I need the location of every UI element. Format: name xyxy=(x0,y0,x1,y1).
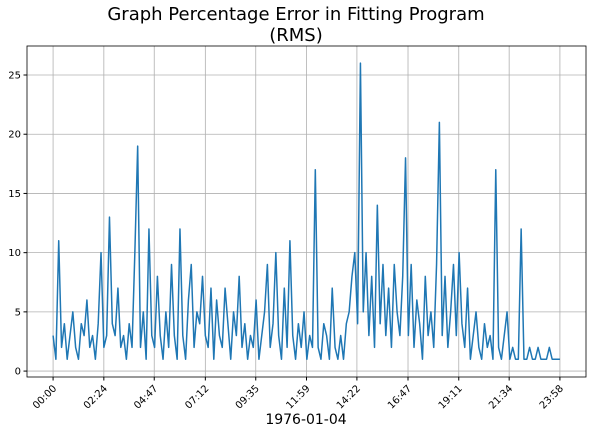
y-tick-label: 10 xyxy=(8,248,21,259)
x-tick-label: 14:22 xyxy=(335,383,363,411)
x-axis-label: 1976-01-04 xyxy=(265,412,346,428)
x-tick-label: 02:24 xyxy=(82,383,110,411)
x-tick-label: 00:00 xyxy=(31,383,59,411)
y-tick-label: 25 xyxy=(8,71,21,82)
plot-frame xyxy=(26,45,587,378)
x-tick-label: 19:11 xyxy=(437,383,465,411)
x-tick-label: 21:34 xyxy=(487,383,515,411)
x-tick-label: 16:47 xyxy=(386,383,414,411)
x-tick-label: 11:59 xyxy=(284,383,312,411)
y-tick-label: 20 xyxy=(8,130,21,141)
y-tick-label: 5 xyxy=(15,307,21,318)
y-tick-label: 0 xyxy=(15,367,21,378)
x-tick-label: 07:12 xyxy=(183,383,211,411)
y-tick-label: 15 xyxy=(8,189,21,200)
chart-title: Graph Percentage Error in Fitting Progra… xyxy=(107,4,485,46)
x-tick-label: 04:47 xyxy=(132,383,160,411)
data-line xyxy=(52,62,560,360)
x-tick-label: 09:35 xyxy=(234,383,262,411)
x-tick-label: 23:58 xyxy=(538,383,566,411)
